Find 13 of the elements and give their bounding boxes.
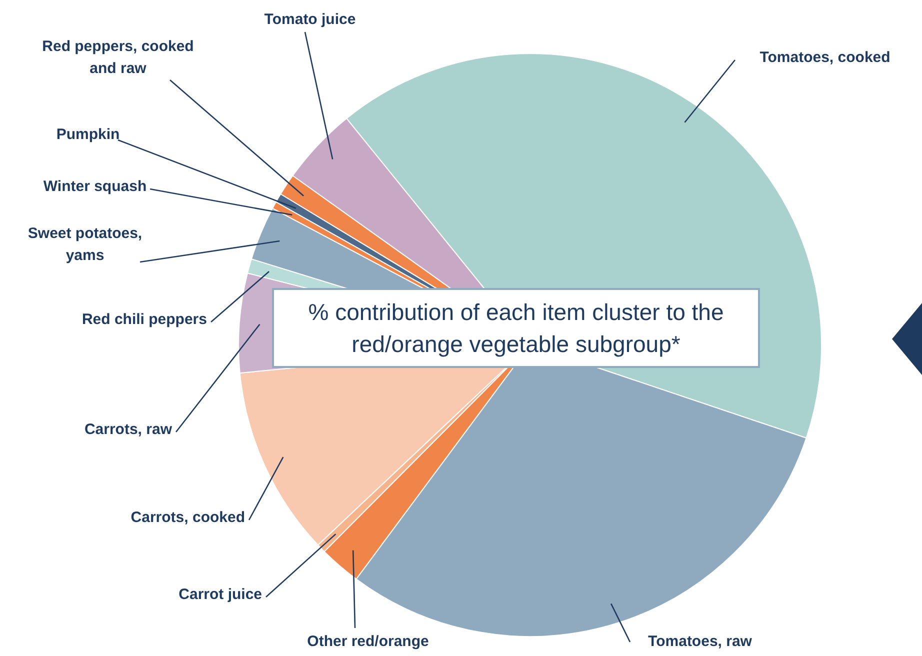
slice-label: Winter squash xyxy=(43,178,147,196)
slice-label: Tomato juice xyxy=(264,11,356,28)
slice-label: Tomatoes, cooked xyxy=(760,49,890,66)
slice-label: Red peppers, cooked and raw xyxy=(42,38,194,78)
slice-label: Carrots, raw xyxy=(84,421,172,438)
text: % contribution of each item cluster to the red/orange vegetable subgroup* xyxy=(272,288,760,368)
slice-label: Carrot juice xyxy=(178,586,262,604)
slice-label: Pumpkin xyxy=(56,126,120,144)
slice-label: Other red/orange xyxy=(307,633,429,650)
slice-label: Sweet potatoes, yams xyxy=(28,225,142,264)
slice-label: Red chili peppers xyxy=(82,311,207,328)
slice-label: Tomatoes, raw xyxy=(648,633,752,650)
slice-label: Carrots, cooked xyxy=(130,509,245,526)
